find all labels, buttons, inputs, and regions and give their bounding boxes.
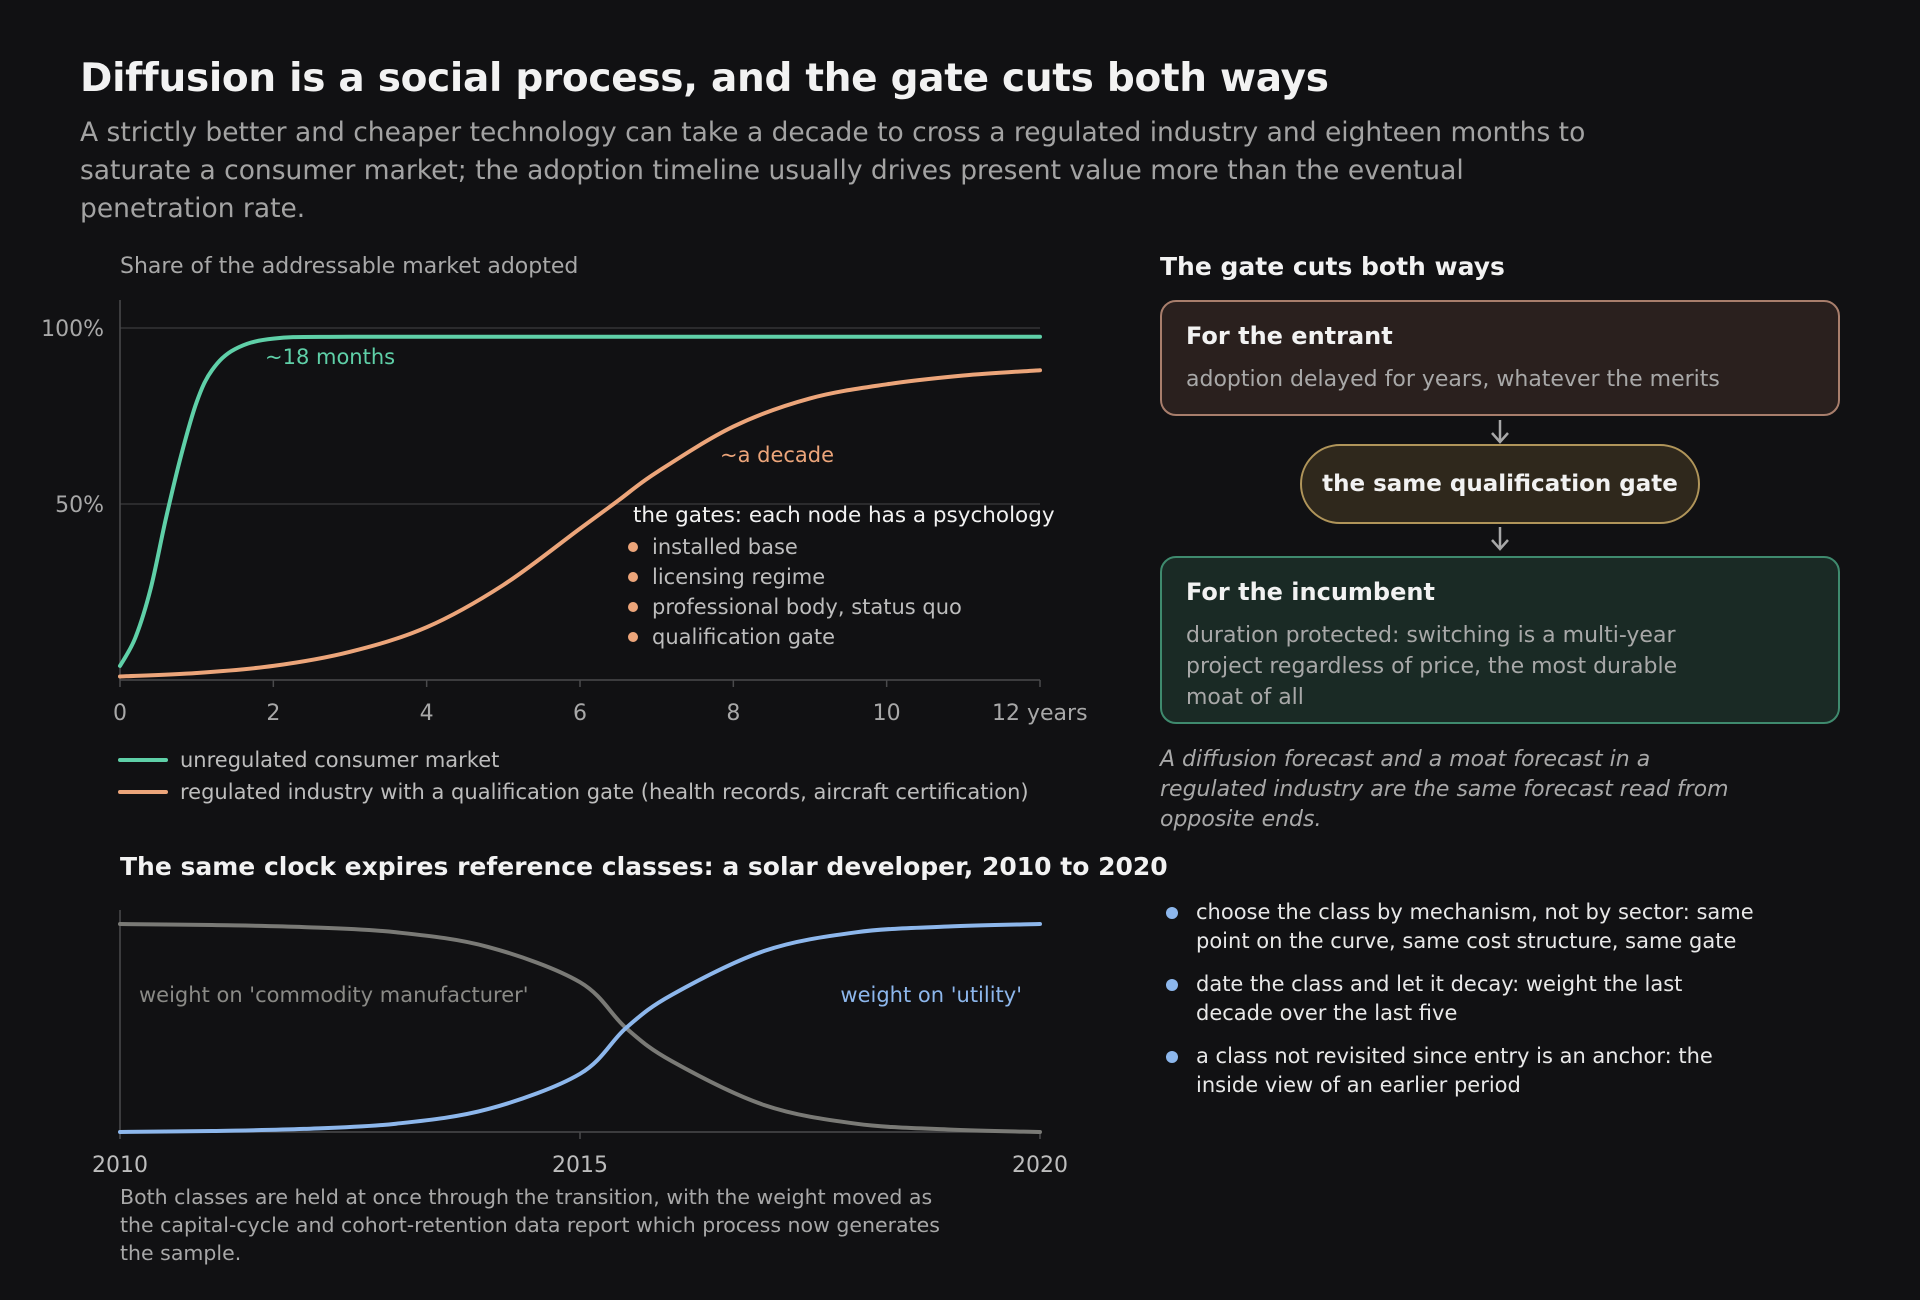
list-item-line: inside view of an earlier period: [1196, 1073, 1521, 1097]
gates-title: the gates: each node has a psychology: [633, 503, 1055, 528]
caption-line: Both classes are held at once through th…: [120, 1185, 933, 1209]
x-tick-label: 2020: [1012, 1153, 1068, 1178]
annotation-decade: ~a decade: [720, 443, 834, 467]
entrant-body: adoption delayed for years, whatever the…: [1186, 367, 1720, 392]
adoption-chart: 50% 100% 0 2 4 6 8 10 12 years ~18 months ~a decad…: [41, 300, 1088, 726]
legend-label: regulated industry with a qualification …: [180, 780, 1029, 804]
gate-bullet-icon: [628, 572, 638, 582]
caption-line: the sample.: [120, 1241, 242, 1265]
legend-item-consumer: unregulated consumer market: [118, 744, 1029, 776]
annotation-18-months: ~18 months: [265, 345, 395, 369]
gate-item: installed base: [652, 535, 798, 559]
list-item: date the class and let it decay: weight …: [1160, 970, 1860, 1028]
list-item: choose the class by mechanism, not by se…: [1160, 898, 1860, 956]
gate-bullet-icon: [628, 602, 638, 612]
legend-swatch-regulated: [118, 790, 168, 794]
entrant-title: For the entrant: [1186, 322, 1393, 350]
legend-label: unregulated consumer market: [180, 748, 500, 772]
incumbent-title: For the incumbent: [1186, 578, 1435, 606]
bullet-dot-icon: [1166, 907, 1178, 919]
list-item-line: a class not revisited since entry is an …: [1196, 1044, 1713, 1068]
gate-item: professional body, status quo: [652, 595, 962, 619]
x-tick-label: 4: [420, 701, 434, 726]
x-tick-label: 12 years: [992, 701, 1088, 726]
qualification-gate-pill: the same qualification gate: [1300, 444, 1700, 524]
forecast-note: A diffusion forecast and a moat forecast…: [1160, 745, 1860, 835]
gate-item: qualification gate: [652, 625, 835, 649]
incumbent-body: duration protected: switching is a multi…: [1186, 620, 1814, 713]
commodity-label: weight on 'commodity manufacturer': [139, 983, 529, 1007]
bullet-dot-icon: [1166, 1051, 1178, 1063]
entrant-box: For the entrant adoption delayed for yea…: [1160, 300, 1840, 416]
adoption-legend: unregulated consumer market regulated in…: [118, 744, 1029, 808]
incumbent-box: For the incumbent duration protected: sw…: [1160, 556, 1840, 724]
reference-chart-title: The same clock expires reference classes…: [120, 852, 1168, 881]
x-tick-label: 8: [726, 701, 740, 726]
legend-swatch-consumer: [118, 758, 168, 762]
subtitle-line: A strictly better and cheaper technology…: [80, 117, 1586, 148]
note-line: regulated industry are the same forecast…: [1160, 777, 1729, 802]
list-item-line: point on the curve, same cost structure,…: [1196, 929, 1737, 953]
note-line: A diffusion forecast and a moat forecast…: [1160, 747, 1651, 772]
subtitle-line: saturate a consumer market; the adoption…: [80, 155, 1464, 186]
x-tick-label: 2010: [92, 1153, 148, 1178]
arrow-down-icon: [1491, 420, 1509, 444]
page-title: Diffusion is a social process, and the g…: [80, 56, 1329, 101]
gate-bullet-icon: [628, 542, 638, 552]
reference-chart: 2010 2015 2020 weight on 'commodity manufac…: [92, 910, 1068, 1178]
incumbent-body-line: duration protected: switching is a multi…: [1186, 623, 1676, 648]
y-tick-label: 100%: [41, 317, 104, 342]
adoption-chart-label: Share of the addressable market adopted: [120, 254, 579, 279]
gate-item: licensing regime: [652, 565, 825, 589]
gate-bullet-icon: [628, 632, 638, 642]
legend-item-regulated: regulated industry with a qualification …: [118, 776, 1029, 808]
list-item-line: decade over the last five: [1196, 1001, 1458, 1025]
subtitle-line: penetration rate.: [80, 193, 306, 224]
note-line: opposite ends.: [1160, 807, 1322, 832]
incumbent-body-line: moat of all: [1186, 685, 1304, 710]
list-item: a class not revisited since entry is an …: [1160, 1042, 1860, 1100]
gate-panel-title: The gate cuts both ways: [1160, 252, 1505, 281]
guidance-list: choose the class by mechanism, not by se…: [1160, 898, 1860, 1114]
utility-label: weight on 'utility': [840, 983, 1022, 1007]
y-tick-label: 50%: [55, 493, 104, 518]
x-tick-label: 10: [873, 701, 901, 726]
bullet-dot-icon: [1166, 979, 1178, 991]
list-item-line: choose the class by mechanism, not by se…: [1196, 900, 1754, 924]
utility-weight-line: [118, 922, 1042, 1134]
arrow-down-icon: [1491, 527, 1509, 551]
x-tick-label: 2015: [552, 1153, 608, 1178]
x-tick-label: 2: [266, 701, 280, 726]
regulated-industry-line: [118, 368, 1042, 679]
commodity-weight-line: [118, 922, 1042, 1134]
reference-caption: Both classes are held at once through th…: [120, 1183, 1020, 1267]
x-tick-label: 0: [113, 701, 127, 726]
page-subtitle: A strictly better and cheaper technology…: [80, 114, 1640, 228]
caption-line: the capital-cycle and cohort-retention d…: [120, 1213, 940, 1237]
list-item-line: date the class and let it decay: weight …: [1196, 972, 1683, 996]
x-tick-label: 6: [573, 701, 587, 726]
incumbent-body-line: project regardless of price, the most du…: [1186, 654, 1678, 679]
consumer-market-line: [118, 334, 1042, 668]
